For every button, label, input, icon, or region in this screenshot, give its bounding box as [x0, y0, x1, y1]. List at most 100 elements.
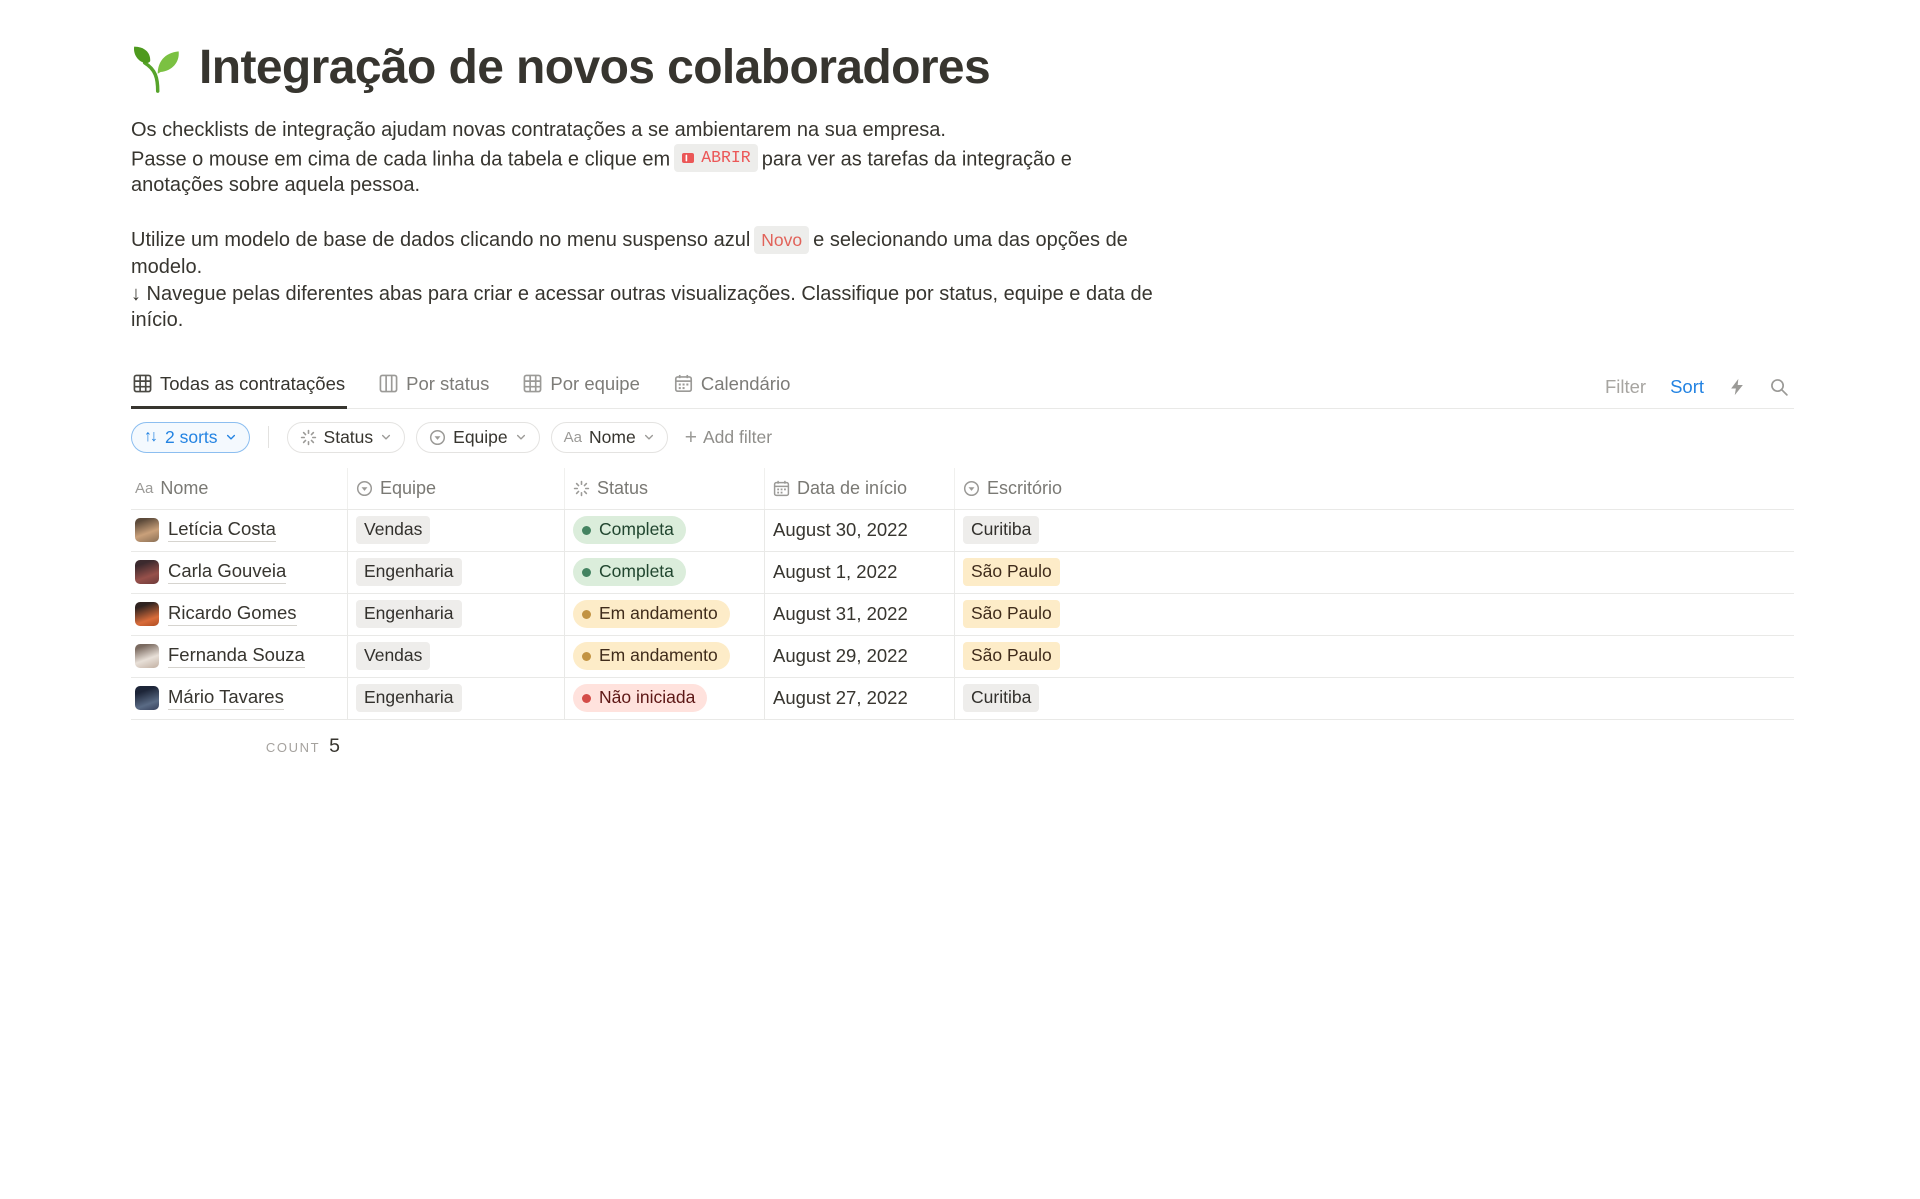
start-date: August 29, 2022 — [773, 645, 908, 667]
column-header-data-de-inicio[interactable]: Data de início — [765, 467, 955, 509]
person-name: Carla Gouveia — [168, 560, 287, 585]
status-dot-icon — [582, 609, 591, 619]
status-pill: Completa — [573, 558, 686, 587]
name-cell[interactable]: Letícia Costa — [131, 509, 348, 551]
tab-label: Por equipe — [550, 372, 640, 394]
tab-label: Todas as contratações — [160, 372, 346, 394]
office-cell[interactable]: São Paulo — [955, 552, 1794, 593]
lightning-icon[interactable] — [1728, 378, 1746, 396]
office-tag: São Paulo — [963, 642, 1060, 671]
office-cell[interactable]: Curitiba — [955, 510, 1794, 551]
date-cell[interactable]: August 1, 2022 — [765, 551, 955, 593]
chevron-down-icon — [644, 435, 653, 440]
name-cell[interactable]: Mário Tavares — [131, 677, 348, 719]
column-header-status[interactable]: Status — [565, 467, 765, 509]
office-cell[interactable]: São Paulo — [955, 594, 1794, 635]
avatar — [135, 560, 159, 585]
table-row[interactable]: Fernanda Souza Vendas Em andamento Augus… — [131, 635, 1794, 678]
chip-label: Nome — [589, 426, 636, 447]
person-name: Letícia Costa — [168, 518, 276, 543]
table-row[interactable]: Mário Tavares Engenharia Não iniciada Au… — [131, 677, 1794, 720]
name-cell[interactable]: Ricardo Gomes — [131, 593, 348, 635]
novo-badge: Novo — [754, 225, 810, 255]
sort-button[interactable]: Sort — [1670, 375, 1704, 397]
start-date: August 27, 2022 — [773, 687, 908, 709]
status-label: Em andamento — [599, 645, 718, 666]
table-row[interactable]: Letícia Costa Vendas Completa August 30,… — [131, 509, 1794, 552]
date-cell[interactable]: August 29, 2022 — [765, 635, 955, 677]
status-cell[interactable]: Em andamento — [565, 635, 765, 677]
equipe-cell[interactable]: Engenharia — [348, 593, 565, 635]
status-pill: Completa — [573, 516, 686, 545]
filter-chip-equipe[interactable]: Equipe — [416, 421, 540, 453]
calendar-icon — [773, 480, 790, 496]
status-cell[interactable]: Em andamento — [565, 593, 765, 635]
person-name: Fernanda Souza — [168, 644, 305, 669]
column-header-nome[interactable]: Aa Nome — [131, 467, 348, 509]
date-cell[interactable]: August 31, 2022 — [765, 593, 955, 635]
chevron-down-icon — [382, 435, 391, 440]
status-pill: Não iniciada — [573, 684, 708, 713]
desc-text: Utilize um modelo de base de dados clica… — [131, 228, 751, 251]
tab-por-status[interactable]: Por status — [377, 367, 491, 409]
status-cell[interactable]: Não iniciada — [565, 677, 765, 719]
search-icon[interactable] — [1770, 378, 1788, 396]
date-cell[interactable]: August 27, 2022 — [765, 677, 955, 719]
team-tag: Engenharia — [356, 558, 462, 587]
filter-chip-status[interactable]: Status — [286, 421, 406, 453]
avatar — [135, 644, 159, 669]
equipe-cell[interactable]: Vendas — [348, 509, 565, 551]
chevron-down-icon — [516, 435, 525, 440]
status-dot-icon — [582, 567, 591, 577]
desc-text: para ver as tarefas da integração e — [761, 147, 1072, 170]
name-cell[interactable]: Fernanda Souza — [131, 635, 348, 677]
sorts-pill[interactable]: ↑↓ 2 sorts — [131, 421, 250, 453]
select-icon — [963, 480, 980, 496]
office-cell[interactable]: Curitiba — [955, 678, 1794, 719]
start-date: August 31, 2022 — [773, 603, 908, 625]
table-icon — [524, 374, 542, 393]
tab-label: Por status — [406, 372, 490, 394]
count-label: COUNT — [265, 739, 321, 755]
status-cell[interactable]: Completa — [565, 551, 765, 593]
tab-calendario[interactable]: Calendário — [672, 367, 792, 409]
date-cell[interactable]: August 30, 2022 — [765, 509, 955, 551]
name-cell[interactable]: Carla Gouveia — [131, 551, 348, 593]
table-row[interactable]: Carla Gouveia Engenharia Completa August… — [131, 551, 1794, 594]
column-header-equipe[interactable]: Equipe — [348, 467, 565, 509]
person-name: Mário Tavares — [168, 686, 284, 711]
table-row[interactable]: Ricardo Gomes Engenharia Em andamento Au… — [131, 593, 1794, 636]
status-dot-icon — [582, 693, 591, 703]
team-tag: Vendas — [356, 642, 431, 671]
chevron-down-icon — [226, 435, 235, 440]
board-icon — [379, 374, 398, 393]
seedling-icon — [131, 42, 183, 94]
sorts-pill-label: 2 sorts — [165, 426, 218, 447]
count-value: 5 — [329, 734, 340, 757]
plus-icon: + — [684, 425, 697, 449]
office-cell[interactable]: São Paulo — [955, 636, 1794, 677]
filter-button[interactable]: Filter — [1604, 375, 1647, 397]
table-icon — [133, 374, 152, 393]
text-icon: Aa — [135, 479, 154, 497]
table-count-footer[interactable]: COUNT 5 — [131, 735, 348, 758]
divider — [267, 426, 269, 449]
view-tabs-bar: Todas as contratações Por status Por equ… — [131, 367, 1794, 409]
status-pill: Em andamento — [573, 642, 730, 671]
add-filter-button[interactable]: + Add filter — [685, 427, 772, 448]
text-icon: Aa — [563, 428, 583, 446]
chip-label: Equipe — [453, 426, 508, 447]
equipe-cell[interactable]: Engenharia — [348, 551, 565, 593]
filter-chip-nome[interactable]: Aa Nome — [550, 421, 668, 453]
status-label: Não iniciada — [599, 687, 696, 708]
column-header-escritorio[interactable]: Escritório — [955, 468, 1794, 509]
database-table: Aa Nome Equipe Status Data de início Esc… — [131, 467, 1794, 758]
equipe-cell[interactable]: Vendas — [348, 635, 565, 677]
equipe-cell[interactable]: Engenharia — [348, 677, 565, 719]
avatar — [135, 518, 159, 543]
status-cell[interactable]: Completa — [565, 509, 765, 551]
tab-todas-as-contratacoes[interactable]: Todas as contratações — [131, 367, 348, 409]
tab-por-equipe[interactable]: Por equipe — [521, 367, 641, 409]
desc-text: Os checklists de integração ajudam novas… — [131, 119, 946, 141]
team-tag: Vendas — [356, 516, 431, 545]
